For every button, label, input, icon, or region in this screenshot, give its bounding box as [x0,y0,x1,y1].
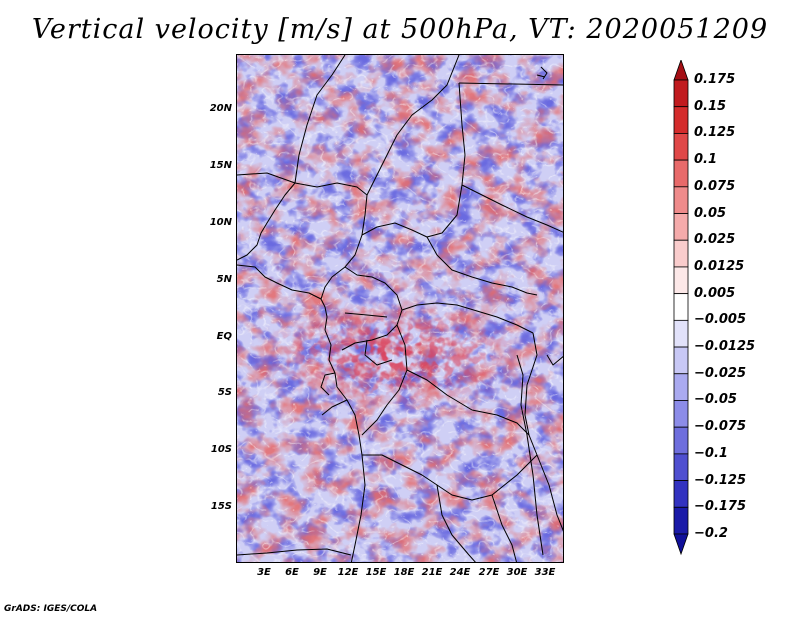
colorbar-bin [673,186,689,214]
colorbar-label: −0.125 [694,472,747,488]
lon-label-30e: 30E [506,567,528,578]
colorbar-bin [673,239,689,268]
colorbar-bin [673,266,689,295]
colorbar-label: −0.005 [694,312,747,328]
colorbar-bin [673,453,689,481]
lon-label-3e: 3E [257,567,271,578]
colorbar-label: 0.175 [694,72,736,87]
lon-label-21e: 21E [421,567,443,578]
colorbar-bin [673,506,689,535]
lat-label-20n: 20N [209,103,232,114]
colorbar-label: −0.0125 [694,339,756,355]
lon-label-9e: 9E [313,567,327,578]
colorbar-label: 0.1 [694,152,718,168]
colorbar-bin [673,480,689,508]
colorbar-label: −0.2 [694,526,728,541]
colorbar-label: 0.075 [694,178,736,194]
chart-title: Vertical velocity [m/s] at 500hPa, VT: 2… [31,14,769,45]
lon-label-27e: 27E [478,567,500,578]
lat-label-eq: EQ [216,331,232,342]
colorbar-bin [673,106,689,134]
colorbar-bin [673,60,689,81]
colorbar-bin [673,400,689,428]
colorbar-label: 0.025 [694,232,736,248]
colorbar-bin [673,319,689,348]
lon-label-15e: 15E [365,567,387,578]
colorbar-label: −0.175 [694,499,747,515]
lat-label-5s: 5S [217,387,232,398]
lat-label-10n: 10N [209,217,232,228]
colorbar-label: 0.05 [694,205,727,221]
lon-label-18e: 18E [393,567,415,578]
colorbar-bin [673,346,689,375]
colorbar-bin [673,133,689,161]
colorbar-label: −0.075 [694,419,747,435]
colorbar-label: −0.1 [694,445,728,461]
colorbar-label: 0.0125 [694,258,745,274]
colorbar-bin [673,373,689,401]
lon-label-24e: 24E [449,567,471,578]
colorbar [673,60,689,556]
colorbar-label: −0.025 [694,365,747,381]
colorbar-bin [673,79,689,108]
lat-label-5n: 5N [216,274,232,285]
colorbar-label: 0.15 [694,98,727,114]
colorbar-bin [673,213,689,241]
colorbar-label: −0.05 [694,392,737,408]
colorbar-label: 0.005 [694,285,736,301]
lat-label-10s: 10S [210,444,232,455]
colorbar-bin [673,159,689,188]
colorbar-bin [673,533,689,556]
lon-label-12e: 12E [337,567,359,578]
map-plot-area [236,54,564,563]
country-borders [237,55,563,562]
lon-label-33e: 33E [534,567,556,578]
colorbar-bin [673,426,689,455]
velocity-field-map [237,55,563,562]
lat-label-15s: 15S [210,501,232,512]
lon-label-6e: 6E [285,567,299,578]
lat-label-15n: 15N [209,160,232,171]
grads-credit: GrADS: IGES/COLA [4,604,98,614]
colorbar-bin [673,293,689,321]
colorbar-label: 0.125 [694,125,736,141]
